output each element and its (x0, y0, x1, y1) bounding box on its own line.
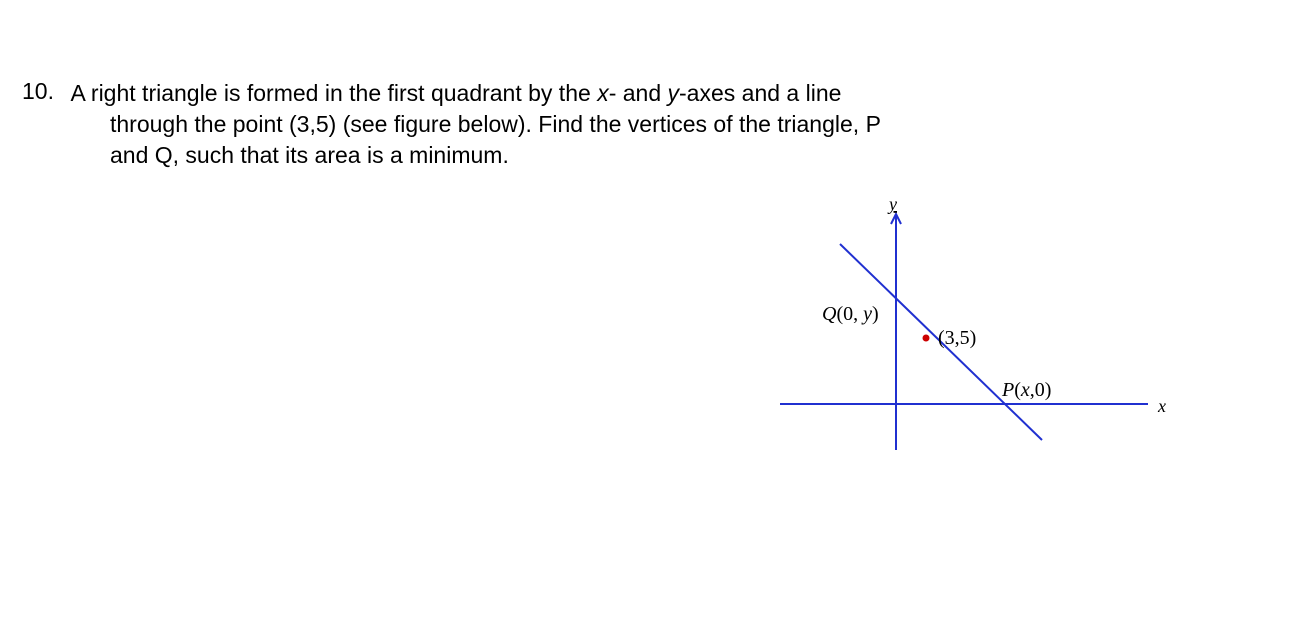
svg-text:y: y (887, 200, 897, 214)
problem-container: 10. A right triangle is formed in the fi… (66, 78, 916, 171)
problem-text-1a: A right triangle is formed in the first … (70, 80, 597, 106)
figure-container: Q(0, y) (3,5) P(x,0) x y (730, 200, 1180, 480)
problem-text-1c: -axes and a line (679, 80, 841, 106)
svg-text:Q(0, y): Q(0, y) (822, 303, 879, 325)
svg-text:P(x,0): P(x,0) (1001, 379, 1051, 401)
var-x: x (597, 80, 609, 106)
diagram-svg: Q(0, y) (3,5) P(x,0) x y (730, 200, 1180, 480)
problem-body: 10. A right triangle is formed in the fi… (66, 78, 916, 171)
problem-text-3: and Q, such that its area is a minimum. (110, 142, 509, 168)
problem-text-1b: - and (609, 80, 668, 106)
svg-text:x: x (1157, 396, 1166, 416)
problem-text-2: through the point (3,5) (see figure belo… (110, 111, 881, 137)
svg-text:(3,5): (3,5) (938, 327, 976, 349)
var-y: y (668, 80, 680, 106)
